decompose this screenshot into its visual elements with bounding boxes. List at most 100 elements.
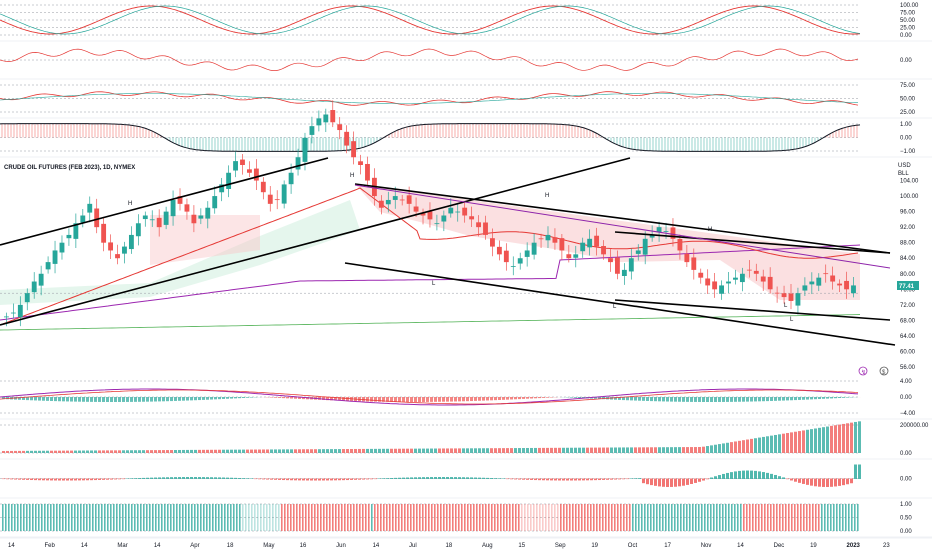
time-axis-label: 18 [227, 543, 234, 549]
volume-bar [666, 447, 669, 453]
candle-body [226, 173, 231, 189]
volume-bar [518, 448, 521, 453]
trend-strength-bar [551, 504, 553, 531]
volume-bar [794, 432, 797, 453]
macd-histogram-bar [214, 397, 217, 399]
trend-strength-bar [98, 504, 100, 531]
macd-histogram-bar [502, 397, 505, 400]
trend-strength-bar [779, 504, 781, 531]
volume-bar [106, 450, 109, 453]
trend-strength-bar [740, 504, 742, 531]
macd-histogram-bar [690, 397, 693, 402]
candle-body [698, 273, 703, 278]
histogram-bar [78, 479, 81, 481]
trend-strength-bar [791, 504, 793, 531]
candle-body [615, 258, 620, 274]
trend-strength-bar [413, 504, 415, 531]
volume-bar [710, 445, 713, 453]
macd-histogram-bar [462, 397, 465, 401]
volume-bar [622, 447, 625, 453]
trend-strength-bar [761, 504, 763, 531]
histogram-bar [794, 479, 797, 482]
candle-body [115, 254, 120, 258]
histogram-bar [490, 478, 493, 479]
candle-body [87, 204, 92, 213]
panel-axis-label: 0.00 [900, 451, 912, 457]
trend-strength-bar [194, 504, 196, 531]
trend-strength-bar [221, 504, 223, 531]
macd-histogram-bar [666, 397, 669, 402]
volume-bar [194, 450, 197, 453]
volume-bar [34, 451, 37, 453]
macd-histogram-bar [642, 397, 645, 401]
histogram-bar [718, 475, 721, 479]
volume-bar [118, 450, 121, 453]
panel-axis-label: 1.00 [900, 502, 912, 508]
trend-strength-bar [128, 504, 130, 531]
histogram-bar [514, 479, 517, 480]
candle-body [539, 238, 544, 239]
trend-strength-bar [182, 504, 184, 531]
histogram-bar [526, 479, 529, 480]
trend-strength-bar [239, 504, 241, 531]
histogram-bar [846, 479, 849, 485]
panel-axis-label: −1.00 [900, 149, 916, 155]
volume-bar [410, 449, 413, 453]
macd-histogram-bar [730, 397, 733, 402]
macd-histogram-bar [486, 397, 489, 400]
trend-strength-bar [569, 504, 571, 531]
volume-bar [706, 446, 709, 453]
trend-strength-bar [773, 504, 775, 531]
trend-strength-bar [506, 504, 508, 531]
volume-bar [694, 447, 697, 453]
trend-strength-bar [377, 504, 379, 531]
histogram-bar [62, 479, 65, 481]
volume-bar [514, 448, 517, 453]
macd-histogram-bar [278, 397, 281, 398]
macd-histogram-bar [34, 397, 37, 400]
macd-histogram-bar [526, 397, 529, 399]
histogram-bar [682, 479, 685, 486]
trend-strength-bar [629, 504, 631, 531]
volume-bar [346, 449, 349, 453]
histogram-bar [50, 479, 53, 481]
histogram-bar [622, 479, 625, 480]
trend-strength-bar [845, 504, 847, 531]
histogram-bar [842, 479, 845, 486]
histogram-bar [26, 479, 29, 480]
volume-bar [282, 449, 285, 453]
histogram-bar [814, 479, 817, 487]
trend-strength-bar [110, 504, 112, 531]
candle-body [664, 231, 669, 232]
histogram-bar [434, 477, 437, 479]
volume-bar [470, 448, 473, 453]
histogram-bar [382, 478, 385, 479]
volume-bar [566, 448, 569, 453]
histogram-bar [510, 479, 513, 480]
volume-bar [66, 451, 69, 453]
histogram-bar [54, 479, 57, 481]
candle-body [594, 236, 599, 247]
trend-strength-bar [428, 504, 430, 531]
histogram-bar [770, 474, 773, 479]
trend-strength-bar [44, 504, 46, 531]
histogram-bar [598, 479, 601, 481]
macd-histogram-bar [498, 397, 501, 400]
candle-body [330, 110, 335, 122]
volume-bar [618, 447, 621, 453]
macd-histogram-bar [706, 397, 709, 402]
macd-histogram-bar [662, 397, 665, 401]
candle-body [240, 160, 245, 165]
trend-strength-bar [812, 504, 814, 531]
candle-body [712, 281, 717, 289]
volume-bar [162, 450, 165, 453]
histogram-bar [306, 479, 309, 481]
histogram-bar [22, 479, 25, 480]
trend-strength-bar [245, 504, 247, 531]
candle-body [816, 278, 821, 286]
trend-strength-bar [335, 504, 337, 531]
trend-strength-bar [140, 504, 142, 531]
volume-bar [638, 447, 641, 453]
histogram-bar [438, 477, 441, 479]
